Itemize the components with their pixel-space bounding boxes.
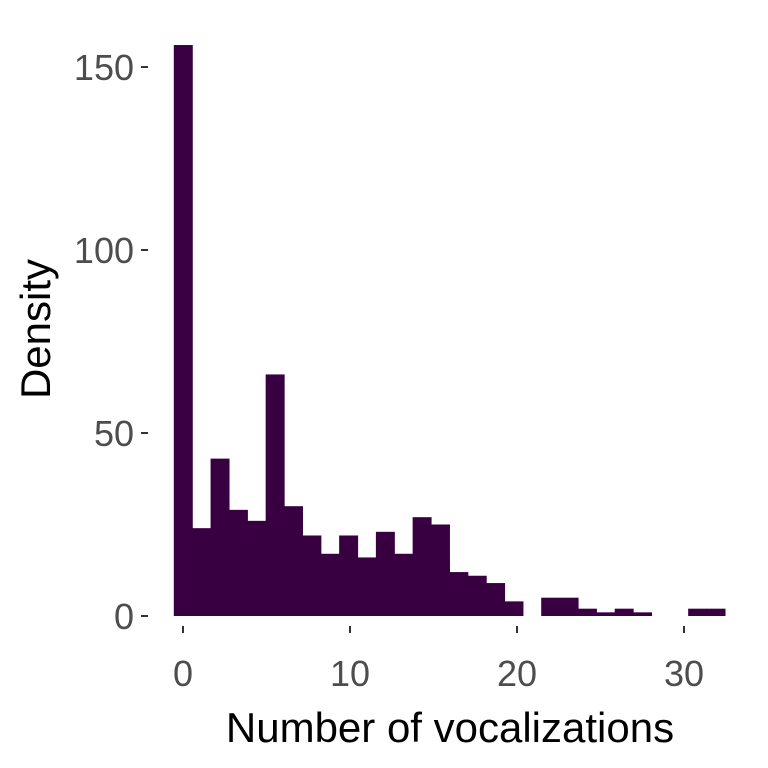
histogram-bar xyxy=(633,612,653,616)
histogram-bar xyxy=(614,608,634,616)
histogram-bar xyxy=(486,583,506,616)
histogram-bar xyxy=(302,535,322,616)
histogram-bar xyxy=(449,572,469,616)
histogram-bars xyxy=(173,45,726,617)
x-tick-label: 30 xyxy=(664,653,704,694)
histogram-bar xyxy=(173,45,193,617)
histogram-bar xyxy=(192,528,212,616)
histogram-bar xyxy=(412,517,432,616)
histogram-bar xyxy=(320,553,340,616)
histogram-bar xyxy=(357,557,377,616)
histogram-bar xyxy=(394,553,414,616)
histogram-bar xyxy=(688,608,708,616)
histogram-bar xyxy=(210,458,230,616)
y-axis-title: Density xyxy=(12,259,59,399)
histogram-bar xyxy=(247,520,267,616)
histogram-bar xyxy=(577,608,597,616)
y-tick-label: 100 xyxy=(74,230,134,271)
histogram-bar xyxy=(559,597,579,616)
y-tick-label: 0 xyxy=(114,596,134,637)
histogram-bar xyxy=(339,535,359,616)
y-tick-label: 150 xyxy=(74,47,134,88)
histogram-bar xyxy=(265,374,285,616)
histogram-bar xyxy=(706,608,726,616)
histogram-bar xyxy=(596,612,616,616)
x-tick-label: 10 xyxy=(330,653,370,694)
histogram-bar xyxy=(541,597,561,616)
histogram-bar xyxy=(504,601,524,616)
x-tick-label: 0 xyxy=(173,653,193,694)
histogram-bar xyxy=(467,575,487,616)
histogram-bar xyxy=(431,524,450,616)
histogram-bar xyxy=(228,509,248,616)
x-axis-title: Number of vocalizations xyxy=(226,704,674,751)
y-tick-label: 50 xyxy=(94,413,134,454)
y-axis: 0 50 100 150 xyxy=(74,47,148,637)
x-axis: 0 10 20 30 xyxy=(173,626,704,694)
histogram-bar xyxy=(375,531,395,616)
x-tick-label: 20 xyxy=(497,653,537,694)
histogram-bar xyxy=(284,506,303,616)
